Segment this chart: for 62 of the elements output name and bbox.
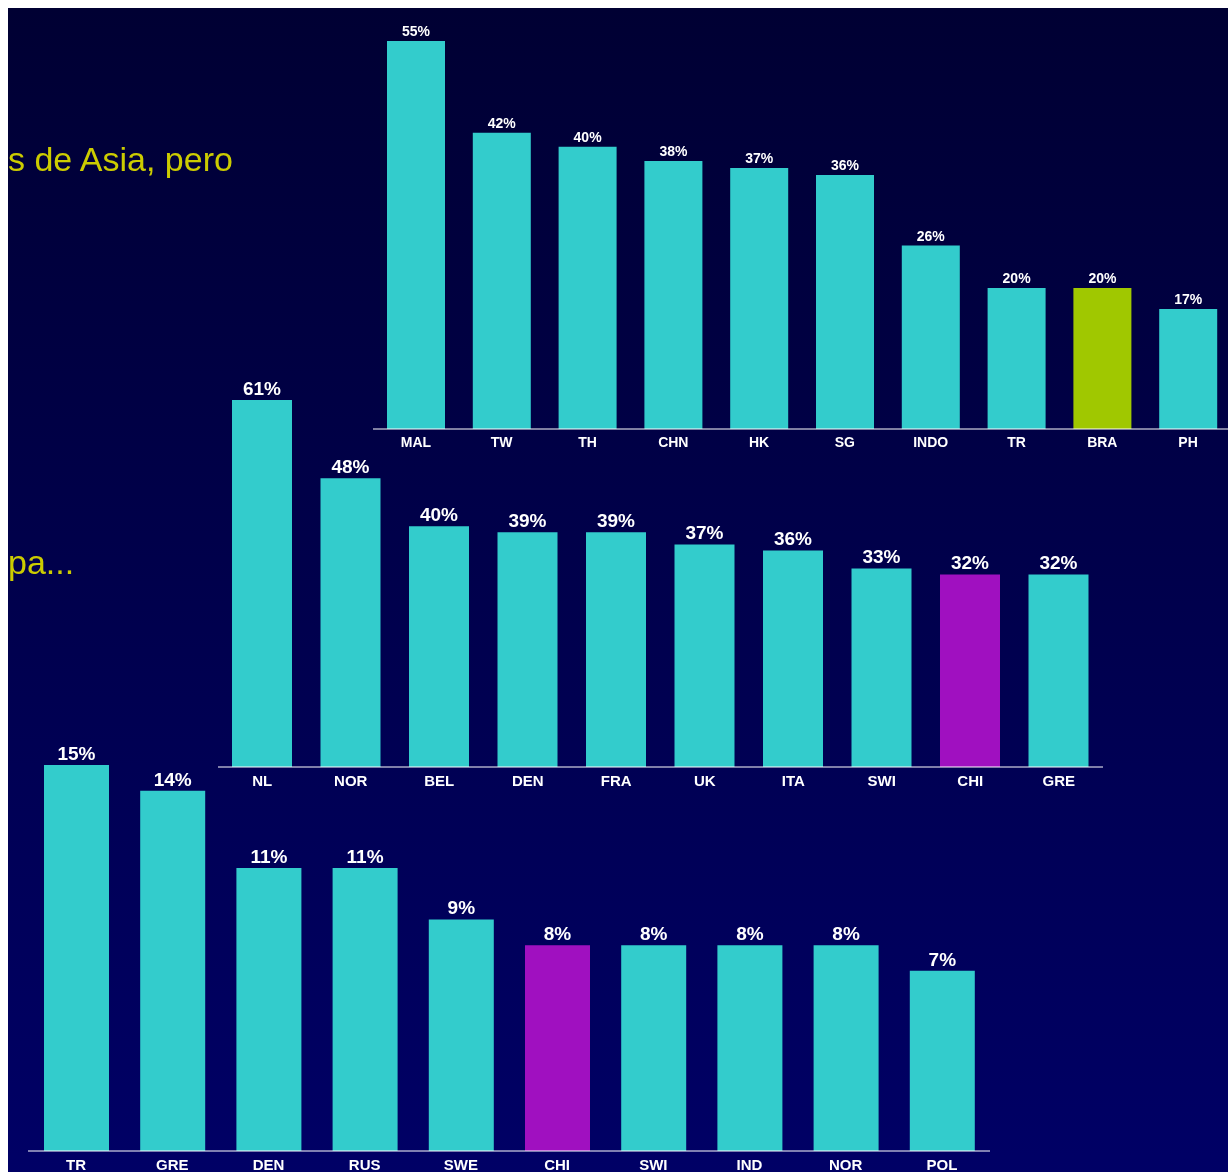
x-tick-label: INDO bbox=[913, 433, 949, 450]
x-tick-label: NOR bbox=[829, 1155, 863, 1172]
data-label: 26% bbox=[916, 227, 946, 244]
data-label: 36% bbox=[773, 528, 813, 550]
data-label: 8% bbox=[832, 923, 860, 945]
data-label: 37% bbox=[745, 149, 774, 166]
data-label: 8% bbox=[639, 923, 668, 945]
data-label: 55% bbox=[401, 23, 431, 39]
data-label: 7% bbox=[928, 948, 957, 970]
x-tick-label: CHN bbox=[658, 433, 689, 450]
data-label: 48% bbox=[331, 456, 370, 478]
data-label: 32% bbox=[950, 552, 990, 574]
data-label: 61% bbox=[242, 378, 282, 399]
data-label: 11% bbox=[346, 845, 384, 867]
x-tick-label: GRE bbox=[156, 1155, 189, 1172]
x-tick-label: FRA bbox=[600, 771, 632, 789]
x-tick-label: TR bbox=[66, 1155, 87, 1172]
text: pa... bbox=[8, 543, 75, 582]
x-tick-label: SWE bbox=[443, 1155, 478, 1172]
x-tick-label: NL bbox=[252, 771, 273, 789]
data-label: 40% bbox=[419, 504, 459, 526]
x-tick-label: HK bbox=[748, 433, 770, 450]
data-label: 8% bbox=[736, 923, 764, 945]
x-tick-label: CHI bbox=[957, 771, 984, 789]
x-tick-label: PH bbox=[1178, 433, 1198, 450]
x-tick-label: SG bbox=[834, 433, 856, 450]
data-label: 9% bbox=[447, 897, 476, 919]
x-tick-label: TW bbox=[490, 433, 514, 450]
data-label: 17% bbox=[1174, 291, 1203, 308]
data-label: 32% bbox=[1039, 552, 1078, 574]
x-tick-label: SWI bbox=[639, 1155, 668, 1172]
data-label: 8% bbox=[543, 923, 572, 945]
x-tick-label: POL bbox=[926, 1155, 958, 1172]
x-tick-label: DEN bbox=[252, 1155, 285, 1172]
data-label: 39% bbox=[508, 510, 547, 532]
x-tick-label: MAL bbox=[400, 433, 432, 450]
data-label: 36% bbox=[830, 157, 860, 174]
x-tick-label: TH bbox=[578, 433, 597, 450]
data-label: 20% bbox=[1002, 269, 1032, 286]
x-tick-label: CHI bbox=[544, 1155, 571, 1172]
x-tick-label: UK bbox=[693, 771, 716, 789]
data-label: 37% bbox=[685, 522, 724, 544]
data-label: 14% bbox=[153, 768, 192, 790]
data-label: 33% bbox=[862, 546, 901, 568]
data-label: 11% bbox=[250, 845, 288, 867]
x-tick-label: SWI bbox=[867, 771, 896, 789]
data-label: 38% bbox=[659, 142, 688, 159]
x-tick-label: ITA bbox=[781, 771, 805, 789]
x-tick-label: IND bbox=[736, 1155, 763, 1172]
data-label: 42% bbox=[487, 114, 517, 131]
x-tick-label: BEL bbox=[424, 771, 455, 789]
data-label: 39% bbox=[596, 510, 636, 532]
x-tick-label: DEN bbox=[511, 771, 544, 789]
x-tick-label: RUS bbox=[348, 1155, 381, 1172]
x-tick-label: GRE bbox=[1042, 771, 1076, 789]
x-tick-label: TR bbox=[1007, 433, 1026, 450]
x-tick-label: NOR bbox=[334, 771, 368, 789]
text: s de Asia, pero bbox=[8, 140, 233, 179]
data-label: 40% bbox=[573, 128, 603, 145]
data-label: 20% bbox=[1088, 269, 1117, 286]
x-tick-label: BRA bbox=[1087, 433, 1118, 450]
data-label: 15% bbox=[57, 743, 96, 764]
